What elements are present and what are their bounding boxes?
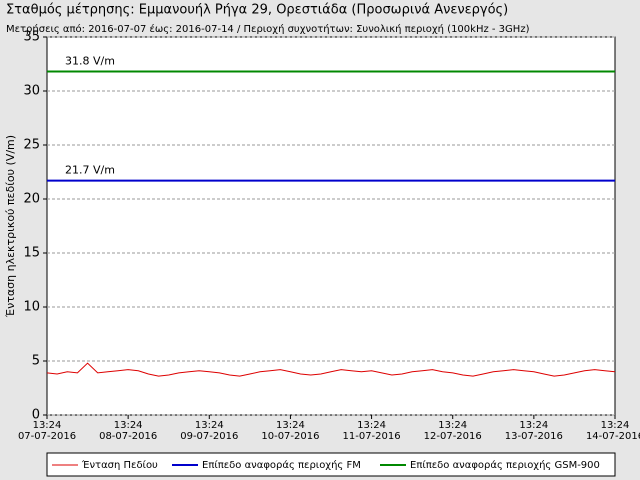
chart-title: Σταθμός μέτρησης: Εμμανουήλ Ρήγα 29, Ορε… bbox=[6, 3, 508, 18]
y-tick-label: 30 bbox=[23, 84, 40, 99]
x-tick-label: 13:24 09-07-2016 bbox=[180, 420, 239, 442]
y-tick-label: 10 bbox=[23, 300, 40, 315]
x-tick-label: 13:24 10-07-2016 bbox=[261, 420, 320, 442]
x-tick-label: 13:24 13-07-2016 bbox=[504, 420, 563, 442]
y-tick-label: 5 bbox=[32, 354, 40, 369]
legend-label: Επίπεδο αναφοράς περιοχής GSM-900 bbox=[410, 459, 600, 471]
y-tick-label: 15 bbox=[23, 246, 40, 261]
y-tick-label: 35 bbox=[23, 30, 40, 45]
line-label: 21.7 V/m bbox=[65, 164, 115, 177]
legend-label: Ένταση Πεδίου bbox=[81, 459, 158, 471]
x-tick-label: 13:24 14-07-2016 bbox=[585, 420, 640, 442]
y-tick-label: 25 bbox=[23, 138, 40, 153]
x-tick-label: 13:24 11-07-2016 bbox=[342, 420, 401, 442]
chart-subtitle: Μετρήσεις από: 2016-07-07 έως: 2016-07-1… bbox=[6, 23, 530, 35]
y-tick-label: 0 bbox=[32, 408, 40, 423]
legend-label: Επίπεδο αναφοράς περιοχής FM bbox=[202, 459, 361, 471]
y-tick-label: 20 bbox=[23, 192, 40, 207]
plot-area bbox=[46, 36, 616, 416]
x-tick-label: 13:24 08-07-2016 bbox=[99, 420, 158, 442]
x-tick-label: 13:24 07-07-2016 bbox=[17, 420, 77, 442]
line-label: 31.8 V/m bbox=[65, 55, 115, 68]
y-axis-label: Ένταση ηλεκτρικού πεδίου (V/m) bbox=[4, 135, 17, 318]
x-tick-label: 13:24 12-07-2016 bbox=[423, 420, 482, 442]
legend-box bbox=[46, 452, 616, 477]
series-line bbox=[46, 362, 616, 377]
